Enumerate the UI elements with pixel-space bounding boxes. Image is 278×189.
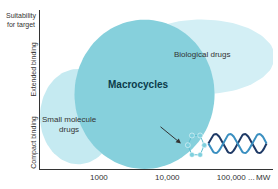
svg-text:Biological drugs: Biological drugs: [174, 50, 230, 59]
svg-text:Extended binding: Extended binding: [30, 42, 38, 96]
svg-text:MW: MW: [256, 173, 271, 182]
svg-text:Compact binding: Compact binding: [30, 116, 38, 169]
svg-text:Macrocycles: Macrocycles: [108, 79, 168, 90]
svg-text:Small moleculedrugs: Small moleculedrugs: [42, 115, 97, 134]
svg-text:Suitabilityfor target: Suitabilityfor target: [6, 12, 36, 29]
svg-text:10,000: 10,000: [155, 173, 180, 182]
svg-text:1000: 1000: [90, 173, 108, 182]
svg-text:100,000 ...: 100,000 ...: [217, 173, 255, 182]
